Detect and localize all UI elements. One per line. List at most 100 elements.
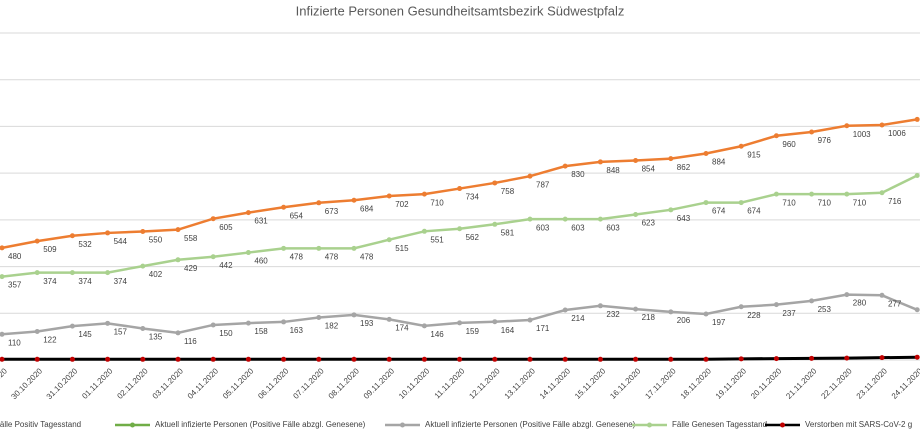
data-label: 478 [325,252,339,261]
point [457,226,463,232]
point [597,356,603,362]
point [668,156,674,162]
point [140,356,146,362]
data-label: 193 [360,319,374,328]
data-label: 976 [818,136,832,145]
legend-marker [780,422,785,428]
data-label: 631 [254,217,268,226]
point [562,216,568,222]
point [633,158,639,164]
point [210,356,216,362]
x-tick-label: 08.11.2020 [327,366,362,401]
data-label: 605 [219,223,233,232]
data-label: 562 [466,233,480,242]
point [914,354,920,360]
point [633,211,639,217]
data-label: 374 [114,277,128,286]
point [738,143,744,149]
data-label: 478 [290,252,304,261]
data-label: 702 [395,200,409,209]
data-label: 442 [219,261,233,270]
data-label: 159 [466,327,480,336]
point [210,322,216,328]
data-label: 171 [536,324,550,333]
data-label: 581 [501,228,515,237]
data-label: 830 [571,170,585,179]
point [773,356,779,362]
x-tick-label: 07.11.2020 [291,366,326,401]
data-label: 716 [888,197,902,206]
data-label: 374 [78,277,92,286]
point [386,356,392,362]
point [245,210,251,216]
point [562,307,568,313]
x-tick-label: 29.10.2020 [0,366,9,401]
data-label: 603 [571,223,585,232]
point [457,356,463,362]
data-label: 532 [78,240,92,249]
point [703,356,709,362]
data-label: 915 [747,150,761,159]
x-tick-label: 09.11.2020 [362,366,397,401]
data-label: 357 [8,281,22,290]
data-label: 429 [184,264,198,273]
data-label: 232 [606,310,620,319]
data-label: 277 [888,299,902,308]
data-label: 623 [642,219,656,228]
data-label: 174 [395,323,409,332]
x-tick-label: 13.11.2020 [503,366,538,401]
point [492,221,498,227]
point [421,323,427,329]
point [421,228,427,234]
x-tick-label: 06.11.2020 [256,366,291,401]
data-label: 374 [43,277,57,286]
data-label: 509 [43,245,57,254]
legend-marker [400,422,405,428]
point [421,191,427,197]
point [281,319,287,325]
point [668,356,674,362]
data-label: 848 [606,166,620,175]
point [0,274,5,280]
legend-marker [130,422,135,428]
point [140,229,146,235]
point [0,245,5,251]
point [175,356,181,362]
data-label: 150 [219,329,233,338]
point [105,356,111,362]
point [809,355,815,361]
x-tick-label: 11.11.2020 [433,366,467,400]
data-label: 228 [747,311,761,320]
data-label: 478 [360,252,374,261]
point [773,191,779,197]
point [844,123,850,129]
point [105,270,111,276]
data-label: 673 [325,207,339,216]
x-tick-label: 22.11.2020 [819,366,854,401]
legend-label: Aktuell infizierte Personen (Positive Fä… [425,420,636,429]
point [773,302,779,308]
data-label: 674 [712,207,726,216]
data-label: 862 [677,163,691,172]
data-label: 684 [360,204,374,213]
x-tick-label: 17.11.2020 [643,366,678,401]
x-tick-label: 15.11.2020 [573,366,608,401]
data-label: 710 [782,198,796,207]
point [210,254,216,260]
point [879,122,885,128]
point [914,116,920,122]
point [281,204,287,210]
data-label: 710 [430,198,444,207]
point [316,245,322,251]
data-label: 197 [712,318,726,327]
point [457,186,463,192]
point [175,330,181,336]
point [703,151,709,157]
point [879,355,885,361]
legend-label: Fälle Genesen Tagesstand [672,420,767,429]
point [34,356,40,362]
data-label: 157 [114,327,128,336]
point [105,320,111,326]
data-label: 515 [395,244,409,253]
point [597,303,603,309]
